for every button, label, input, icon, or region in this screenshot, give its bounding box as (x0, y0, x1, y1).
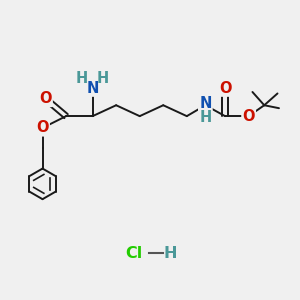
Text: H: H (97, 71, 109, 86)
Text: H: H (200, 110, 212, 125)
Text: Cl: Cl (125, 246, 142, 261)
Text: O: O (36, 120, 49, 135)
Text: N: N (199, 96, 212, 111)
Text: O: O (39, 91, 52, 106)
Text: O: O (219, 81, 231, 96)
Text: O: O (242, 109, 255, 124)
Text: N: N (86, 81, 99, 96)
Text: H: H (164, 246, 177, 261)
Text: H: H (75, 71, 88, 86)
